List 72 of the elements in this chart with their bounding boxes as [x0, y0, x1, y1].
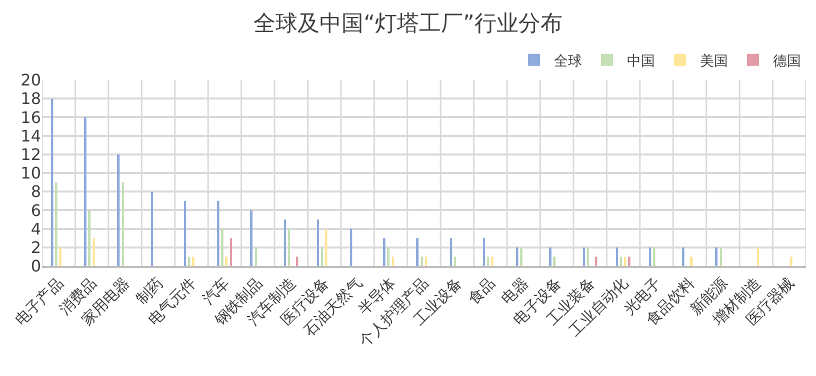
y-tick-label: 0 [30, 256, 41, 276]
bar [55, 182, 58, 266]
bar [321, 247, 324, 266]
bar [387, 247, 390, 266]
bar [325, 228, 328, 266]
bar [757, 247, 760, 266]
legend-label: 中国 [627, 53, 655, 70]
bar [620, 256, 622, 266]
legend-label: 全球 [554, 53, 582, 70]
bar [225, 256, 228, 266]
bar [88, 210, 91, 266]
bar [553, 256, 556, 266]
bar [59, 247, 62, 266]
bar [454, 256, 456, 266]
bar [690, 256, 693, 266]
bar [296, 256, 298, 266]
bar [151, 192, 153, 266]
bar [284, 220, 286, 266]
y-tick-label: 6 [30, 200, 41, 220]
bar [520, 247, 522, 266]
bar [350, 228, 352, 266]
bar [416, 238, 419, 266]
bar [188, 256, 190, 266]
bar [230, 238, 232, 266]
bar [425, 256, 427, 266]
bar [487, 256, 490, 266]
y-tick-label: 2 [30, 238, 41, 257]
legend-label: 德国 [773, 53, 801, 70]
bar [84, 117, 86, 266]
bar [383, 238, 386, 266]
y-tick-label: 20 [20, 70, 41, 90]
bar [628, 256, 630, 266]
bar [715, 247, 718, 266]
x-tick-label: 食品 [464, 274, 499, 308]
bar [450, 238, 452, 266]
bar [288, 228, 290, 266]
y-tick-label: 4 [30, 219, 41, 238]
bar [51, 98, 54, 266]
bar [587, 247, 589, 266]
bar [250, 210, 253, 266]
bar [720, 247, 722, 266]
bar [624, 256, 626, 266]
y-tick-label: 10 [20, 164, 41, 183]
y-tick-label: 14 [20, 126, 41, 146]
bar [421, 256, 423, 266]
bar [516, 247, 518, 266]
bar [616, 247, 618, 266]
y-tick-label: 12 [20, 145, 41, 164]
bar [192, 256, 194, 266]
bar [653, 247, 656, 266]
bar [93, 238, 95, 266]
bar [583, 247, 585, 266]
bar [483, 238, 486, 266]
y-tick-label: 16 [20, 108, 41, 127]
bar [122, 182, 124, 266]
bar [682, 247, 684, 266]
y-tick-label: 18 [20, 89, 41, 108]
bar [790, 256, 792, 266]
bar [221, 228, 224, 266]
legend-label: 美国 [700, 53, 728, 70]
bar [217, 200, 220, 266]
bar [595, 256, 598, 266]
bar [255, 247, 257, 266]
bar [549, 247, 552, 266]
bar [184, 200, 186, 266]
bar [649, 247, 652, 266]
y-tick-label: 8 [30, 182, 41, 202]
bar [317, 220, 319, 266]
chart-title: 全球及中国“灯塔工厂”行业分布 [254, 11, 562, 36]
bar [392, 256, 394, 266]
bar [491, 256, 494, 266]
bar [117, 154, 120, 266]
